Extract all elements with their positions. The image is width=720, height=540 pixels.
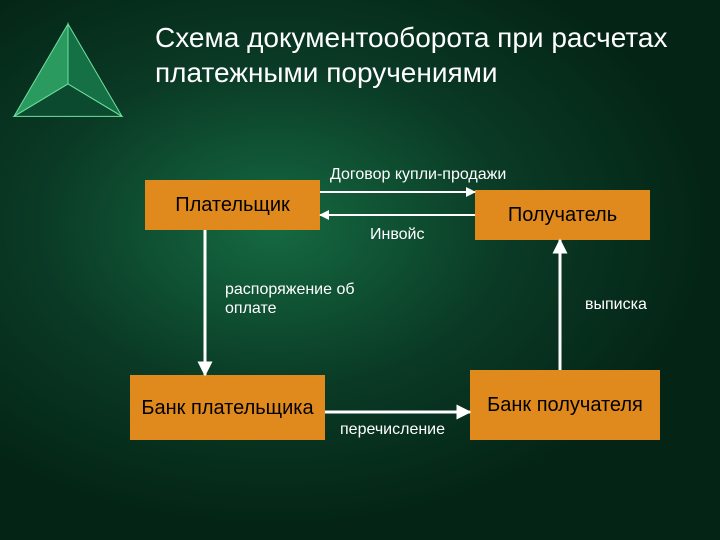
node-payer: Плательщик bbox=[145, 180, 320, 230]
diagram-canvas: Схема документооборота при расчетах плат… bbox=[0, 0, 720, 540]
node-receiver: Получатель bbox=[475, 190, 650, 240]
page-title: Схема документооборота при расчетах плат… bbox=[155, 20, 675, 90]
edge-label-order: распоряжение об оплате bbox=[225, 280, 365, 318]
edge-label-statement: выписка bbox=[585, 295, 647, 314]
node-payer_bank: Банк плательщика bbox=[130, 375, 325, 440]
edge-label-contract: Договор купли-продажи bbox=[330, 165, 506, 184]
node-recv_bank: Банк получателя bbox=[470, 370, 660, 440]
edge-label-invoice: Инвойс bbox=[370, 225, 425, 244]
tetrahedron-icon bbox=[8, 18, 128, 138]
edge-label-transfer: перечисление bbox=[340, 420, 445, 439]
